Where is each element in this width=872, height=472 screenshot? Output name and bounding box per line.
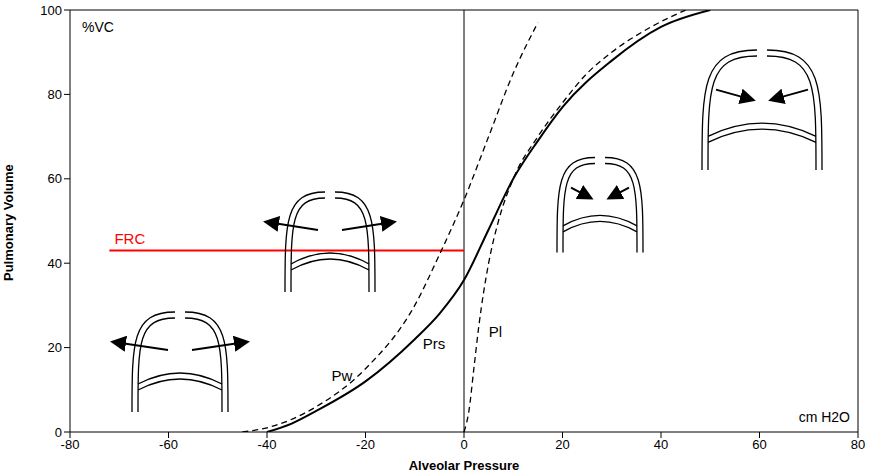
svg-text:20: 20 [48,340,62,355]
svg-text:-80: -80 [61,437,80,452]
svg-text:80: 80 [851,437,865,452]
svg-text:40: 40 [654,437,668,452]
svg-text:-60: -60 [159,437,178,452]
svg-text:40: 40 [48,256,62,271]
svg-text:cm H2O: cm H2O [799,409,850,425]
svg-text:0: 0 [55,425,62,440]
svg-text:80: 80 [48,87,62,102]
svg-text:Pl: Pl [489,323,502,340]
svg-text:Prs: Prs [423,335,446,352]
svg-text:Pw: Pw [332,367,353,384]
svg-text:20: 20 [555,437,569,452]
svg-text:Alveolar Pressure: Alveolar Pressure [409,458,520,472]
svg-text:100: 100 [40,3,62,18]
svg-text:-40: -40 [258,437,277,452]
svg-text:0: 0 [460,437,467,452]
svg-text:60: 60 [48,171,62,186]
svg-text:Pulmonary Volume: Pulmonary Volume [1,164,16,281]
svg-text:FRC: FRC [114,230,145,247]
svg-text:60: 60 [752,437,766,452]
svg-text:-20: -20 [356,437,375,452]
svg-text:%VC: %VC [82,19,114,35]
